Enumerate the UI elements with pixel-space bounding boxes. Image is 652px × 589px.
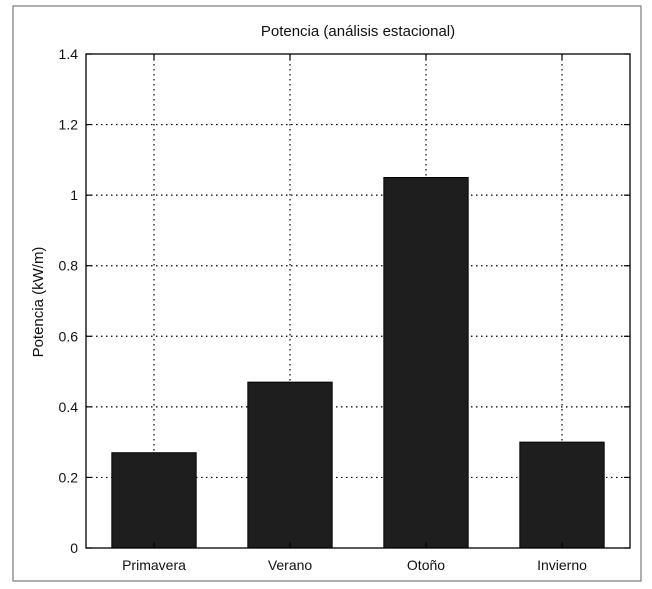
y-tick-label: 1.4 (59, 46, 79, 62)
plot-area-border (85, 53, 631, 549)
y-tick-label: 0.6 (59, 328, 79, 344)
axis-ticks: 0 0.2 0.4 0.6 0.8 1 1.2 1.4 Primavera Verano Otoño… (59, 46, 630, 573)
y-tick-label: 1.2 (59, 117, 79, 133)
bars (111, 177, 605, 549)
y-tick-label: 0.2 (59, 469, 79, 485)
y-tick-label: 0.8 (59, 258, 79, 274)
y-tick-label: 1 (70, 187, 78, 203)
bar-verano (247, 381, 333, 549)
x-tick-label: Invierno (537, 557, 587, 573)
y-tick-label: 0 (70, 540, 78, 556)
bar-otoño (383, 177, 469, 549)
x-tick-label: Verano (268, 557, 313, 573)
x-tick-label: Otoño (407, 557, 445, 573)
bar-primavera (111, 452, 197, 549)
y-tick-label: 0.4 (59, 399, 79, 415)
y-axis-label: Potencia (kW/m) (30, 247, 47, 358)
bar-invierno (519, 441, 605, 549)
chart-title: Potencia (análisis estacional) (261, 23, 455, 40)
x-tick-label: Primavera (122, 557, 186, 573)
